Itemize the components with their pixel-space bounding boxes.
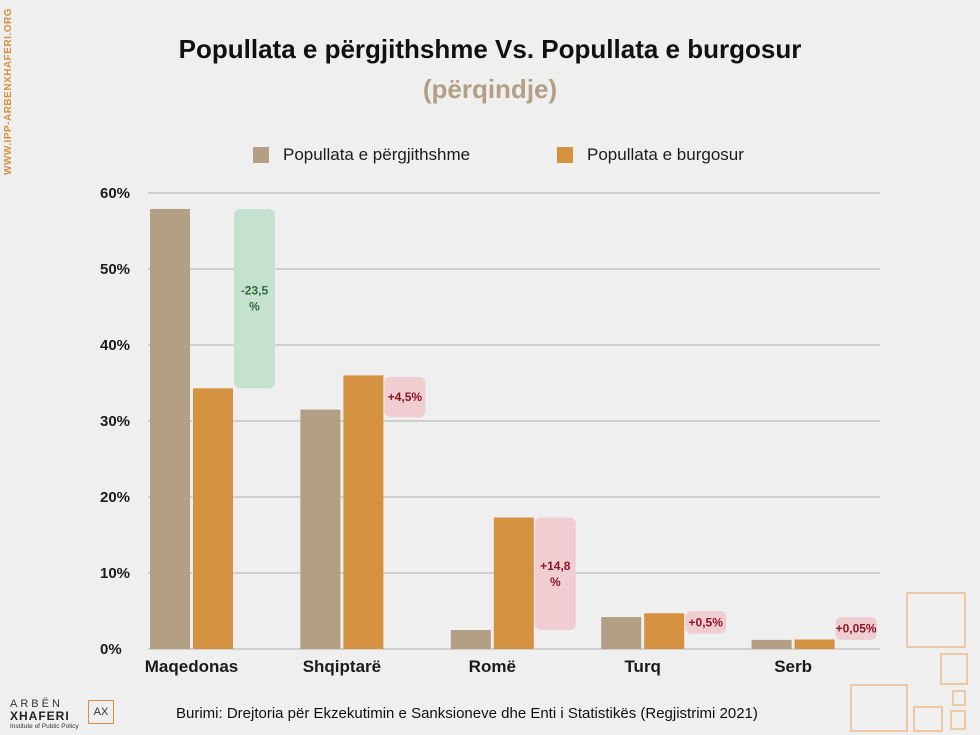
source-note: Burimi: Drejtoria për Ekzekutimin e Sank… — [176, 705, 758, 722]
decorative-square — [940, 653, 968, 685]
x-tick-label: Shqiptarë — [303, 657, 381, 676]
bar-general — [450, 630, 491, 649]
difference-label-line: +0,5% — [689, 615, 724, 629]
legend-item-prison: Popullata e burgosur — [557, 145, 744, 165]
difference-box — [234, 208, 275, 389]
y-tick-label: 60% — [100, 185, 130, 202]
bar-prison — [794, 639, 835, 649]
logo-bottom-text: Institute of Public Policy — [10, 723, 79, 730]
y-tick-label: 30% — [100, 413, 130, 430]
difference-box — [384, 376, 426, 418]
decorative-square — [913, 706, 943, 732]
difference-box — [835, 617, 877, 640]
difference-label-line: +14,8 — [540, 559, 571, 573]
legend-item-general: Popullata e përgjithshme — [253, 145, 470, 165]
bar-prison — [343, 375, 384, 649]
difference-label: -23,5% — [241, 284, 269, 314]
difference-label: +14,8% — [540, 559, 571, 589]
legend-swatch-general — [253, 147, 269, 163]
chart-title: Popullata e përgjithshme Vs. Popullata e… — [178, 34, 802, 64]
difference-label-line: +4,5% — [388, 390, 423, 404]
legend-label-general: Popullata e përgjithshme — [283, 145, 471, 164]
y-tick-label: 40% — [100, 337, 130, 354]
decorative-square — [850, 684, 908, 732]
difference-label: +0,05% — [836, 621, 877, 635]
bar-general — [300, 409, 341, 649]
logo-top-text: ARBËN — [10, 698, 63, 710]
difference-label-line: -23,5 — [241, 284, 269, 298]
difference-label: +0,5% — [689, 615, 724, 629]
logo-middle-text: XHAFERI — [10, 709, 70, 723]
difference-label-line: +0,05% — [836, 621, 877, 635]
legend-swatch-prison — [557, 147, 573, 163]
chart-subtitle: (përqindje) — [422, 74, 558, 104]
difference-box — [534, 517, 576, 630]
y-tick-label: 10% — [100, 565, 130, 582]
bar-general — [150, 208, 190, 649]
difference-label: +4,5% — [388, 390, 423, 404]
x-tick-label: Turq — [624, 657, 661, 676]
x-tick-label: Romë — [469, 657, 516, 676]
x-tick-label: Maqedonas — [145, 657, 239, 676]
y-tick-label: 0% — [100, 641, 122, 658]
decorative-square — [906, 592, 966, 648]
logo-mark-icon: AX — [88, 700, 114, 724]
decorative-square — [950, 710, 966, 730]
bar-prison — [193, 388, 233, 649]
difference-box — [685, 611, 727, 634]
bar-general — [751, 639, 792, 649]
y-tick-label: 50% — [100, 261, 130, 278]
institute-logo: ARBËN XHAFERI Institute of Public Policy… — [10, 698, 114, 732]
decorative-square — [952, 690, 966, 706]
bar-prison — [644, 613, 685, 649]
difference-label-line: % — [550, 575, 561, 589]
difference-label-line: % — [249, 300, 260, 314]
legend-label-prison: Popullata e burgosur — [587, 145, 744, 164]
bar-prison — [493, 517, 534, 649]
y-tick-label: 20% — [100, 489, 130, 506]
x-tick-label: Serb — [774, 657, 812, 676]
bar-general — [601, 617, 642, 649]
